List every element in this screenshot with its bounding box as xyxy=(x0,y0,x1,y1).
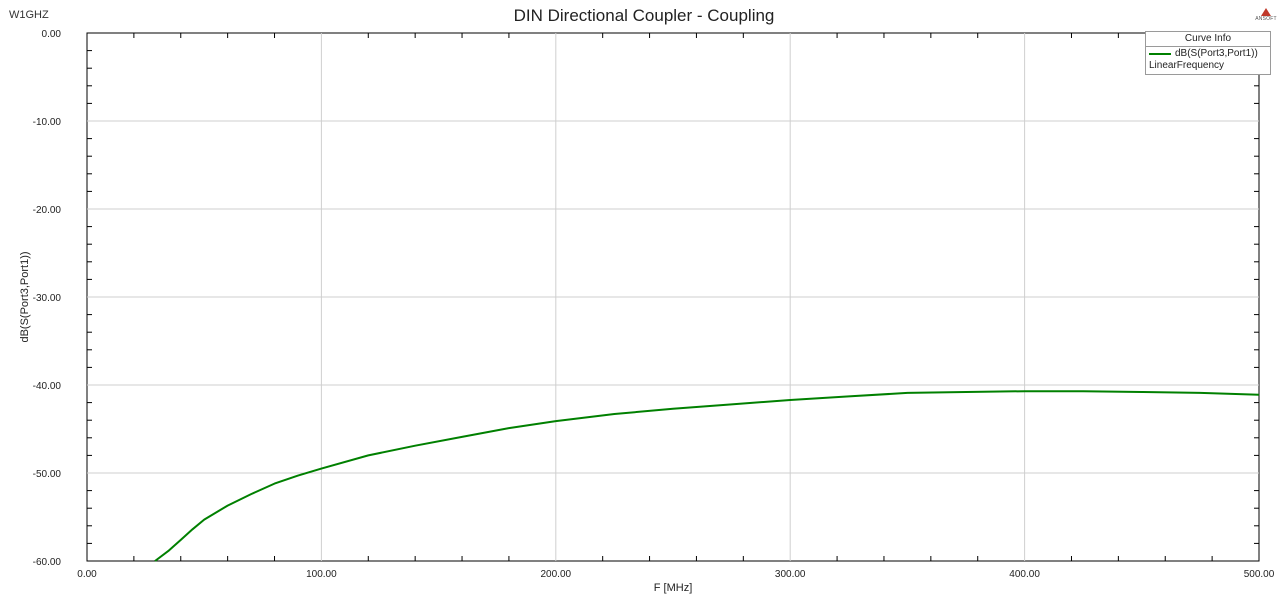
x-tick-label: 200.00 xyxy=(541,569,572,580)
x-tick-label: 300.00 xyxy=(775,569,806,580)
y-tick-label: -50.00 xyxy=(33,469,62,480)
chart-title: DIN Directional Coupler - Coupling xyxy=(513,6,775,25)
x-tick-label: 100.00 xyxy=(306,569,337,580)
y-axis-ticks: 0.00 -10.00 -20.00 -30.00 -40.00 -50.00 -60.00 xyxy=(33,29,62,568)
logo-text: ANSOFT xyxy=(1255,16,1277,22)
y-tick-label: -10.00 xyxy=(33,117,62,128)
curve-info-legend[interactable]: Curve Info dB(S(Port3,Port1)) LinearFreq… xyxy=(1145,31,1271,75)
minor-ticks xyxy=(87,33,1259,561)
x-tick-label: 500.00 xyxy=(1244,569,1275,580)
ansoft-logo: ANSOFT xyxy=(1254,8,1278,22)
y-tick-label: -20.00 xyxy=(33,205,62,216)
y-tick-label: -30.00 xyxy=(33,293,62,304)
series-line[interactable] xyxy=(154,390,1260,562)
series-layer xyxy=(154,390,1260,562)
project-label: W1GHZ xyxy=(9,9,49,21)
legend-entry-sub: LinearFrequency xyxy=(1149,60,1225,71)
x-axis-ticks: 0.00 100.00 200.00 300.00 400.00 500.00 xyxy=(77,569,1274,580)
x-tick-label: 0.00 xyxy=(77,569,97,580)
y-tick-label: -60.00 xyxy=(33,557,62,568)
x-axis-label: F [MHz] xyxy=(654,582,693,594)
y-tick-label: -40.00 xyxy=(33,381,62,392)
legend-swatch xyxy=(1149,52,1171,55)
y-axis-label: dB(S(Port3,Port1)) xyxy=(19,251,31,342)
y-tick-label: 0.00 xyxy=(42,29,62,40)
legend-title: Curve Info xyxy=(1146,32,1270,47)
logo-triangle-icon xyxy=(1261,8,1271,16)
legend-entry[interactable]: dB(S(Port3,Port1)) xyxy=(1146,47,1270,60)
grid-lines xyxy=(87,33,1259,561)
x-tick-label: 400.00 xyxy=(1009,569,1040,580)
legend-entry-name: dB(S(Port3,Port1)) xyxy=(1175,48,1258,59)
